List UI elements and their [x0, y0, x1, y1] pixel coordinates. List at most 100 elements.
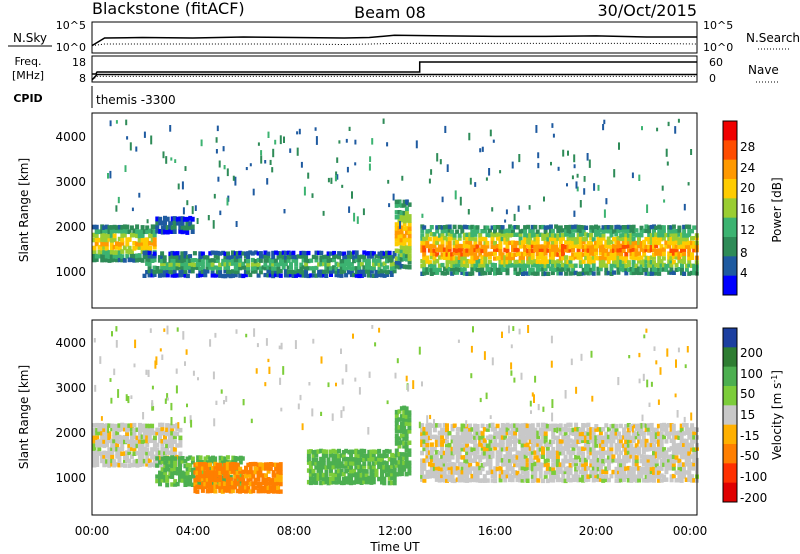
heatmap-cell — [123, 423, 127, 428]
heatmap-cell — [520, 439, 525, 444]
heatmap-cell — [173, 482, 178, 487]
heatmap-cell — [354, 479, 359, 485]
heatmap-cell — [511, 232, 515, 237]
heatmap-cell — [465, 244, 470, 249]
heatmap-cell — [427, 236, 432, 242]
heatmap-cell — [120, 257, 125, 263]
heatmap-cell — [160, 456, 165, 461]
heatmap-cell — [225, 473, 230, 478]
heatmap-cell — [188, 265, 193, 270]
heatmap-cell — [158, 434, 163, 440]
heatmap-cell — [462, 262, 467, 268]
heatmap-cell — [158, 220, 163, 226]
heatmap-cell — [157, 269, 162, 274]
heatmap-cell — [543, 470, 548, 476]
heatmap-cell — [137, 257, 142, 262]
heatmap-cell — [570, 358, 573, 366]
heatmap-cell — [366, 273, 371, 278]
heatmap-cell — [530, 438, 535, 444]
heatmap-cell — [359, 473, 364, 478]
heatmap-cell — [533, 450, 538, 455]
heatmap-cell — [297, 403, 300, 410]
heatmap-cell — [243, 259, 248, 264]
heatmap-cell — [598, 247, 603, 253]
heatmap-cell — [596, 466, 601, 472]
heatmap-cell — [674, 455, 679, 460]
heatmap-cell — [331, 464, 336, 470]
heatmap-cell — [513, 430, 518, 436]
heatmap-cell — [286, 255, 291, 260]
heatmap-cell — [394, 264, 399, 269]
heatmap-cell — [387, 469, 392, 474]
heatmap-cell — [478, 267, 483, 273]
heatmap-cell — [341, 450, 346, 455]
heatmap-cell — [132, 462, 137, 468]
heatmap-cell — [158, 216, 163, 222]
heatmap-cell — [498, 469, 503, 475]
heatmap-cell — [500, 260, 505, 265]
heatmap-cell — [127, 245, 132, 251]
heatmap-cell — [591, 446, 596, 451]
heatmap-cell — [195, 470, 200, 475]
heatmap-cell — [432, 232, 437, 237]
heatmap-cell — [371, 273, 376, 278]
heatmap-cell — [354, 448, 359, 454]
heatmap-cell — [563, 427, 568, 433]
heatmap-cell — [190, 258, 195, 263]
heatmap-cell — [679, 446, 684, 452]
heatmap-cell — [631, 450, 636, 456]
heatmap-cell — [278, 345, 281, 350]
heatmap-cell — [392, 193, 395, 201]
heatmap-cell — [452, 270, 457, 275]
heatmap-cell — [181, 181, 184, 190]
heatmap-cell — [475, 443, 480, 448]
heatmap-cell — [107, 233, 112, 239]
heatmap-cell — [380, 273, 384, 278]
heatmap-cell — [530, 263, 535, 268]
heatmap-cell — [596, 266, 601, 272]
heatmap-cell — [188, 254, 193, 259]
heatmap-cell — [646, 458, 651, 463]
heatmap-cell — [362, 250, 367, 255]
heatmap-cell — [432, 446, 437, 452]
heatmap-cell — [175, 254, 180, 259]
heatmap-cell — [268, 269, 273, 274]
heatmap-cell — [342, 269, 347, 274]
heatmap-cell — [341, 476, 346, 482]
heatmap-cell — [561, 458, 566, 464]
heatmap-cell — [518, 458, 523, 463]
heatmap-cell — [644, 224, 649, 229]
heatmap-cell — [421, 213, 424, 218]
heatmap-cell — [488, 458, 493, 463]
heatmap-cell — [545, 442, 550, 447]
heatmap-cell — [324, 262, 329, 267]
heatmap-cell — [220, 463, 225, 469]
heatmap-cell — [420, 462, 425, 468]
heatmap-cell — [422, 255, 427, 261]
heatmap-cell — [155, 478, 160, 484]
heatmap-cell — [253, 469, 258, 475]
heatmap-cell — [692, 236, 697, 241]
heatmap-cell — [677, 237, 682, 242]
heatmap-cell — [533, 240, 538, 245]
heatmap-cell — [680, 267, 684, 272]
heatmap-cell — [508, 252, 513, 257]
heatmap-cell — [644, 228, 649, 234]
heatmap-cell — [104, 245, 109, 251]
heatmap-cell — [170, 474, 175, 479]
heatmap-cell — [447, 224, 452, 229]
heatmap-cell — [594, 473, 599, 479]
heatmap-cell — [299, 266, 304, 271]
heatmap-cell — [493, 426, 498, 432]
heatmap-cell — [618, 443, 623, 448]
heatmap-cell — [511, 255, 515, 261]
heatmap-cell — [631, 255, 636, 260]
heatmap-cell — [281, 257, 286, 263]
heatmap-cell — [495, 256, 500, 261]
heatmap-cell — [276, 255, 281, 260]
heatmap-cell — [135, 241, 140, 247]
heatmap-cell — [677, 446, 682, 451]
heatmap-cell — [654, 459, 659, 464]
heatmap-cell — [498, 477, 503, 483]
freq-line — [91, 73, 697, 81]
